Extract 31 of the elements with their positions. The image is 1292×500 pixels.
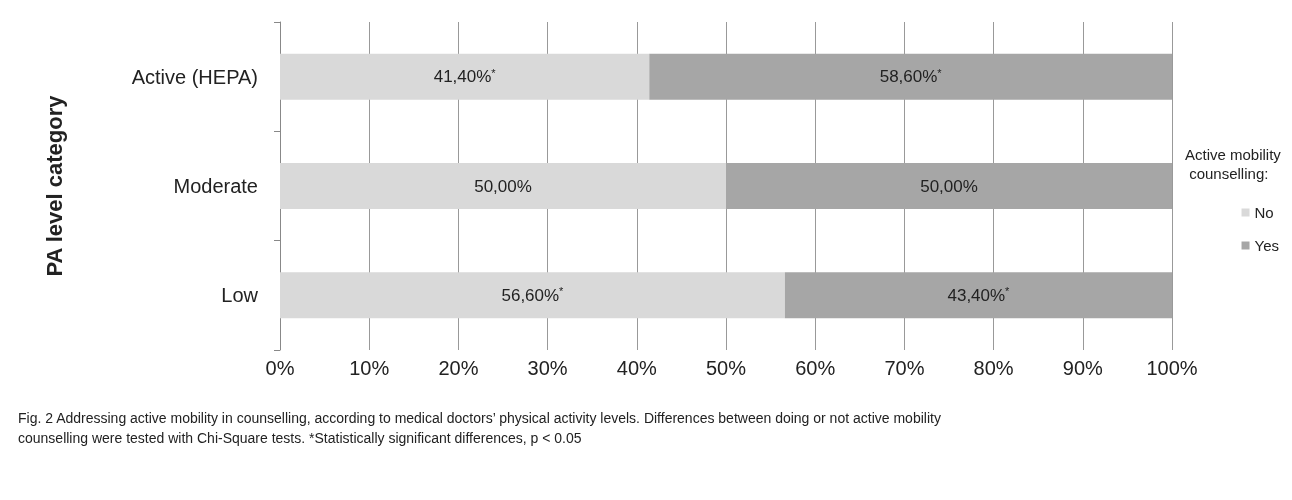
bar (280, 272, 785, 319)
x-tick-label: 40% (616, 357, 658, 379)
x-tick-label: 30% (527, 357, 568, 379)
y-tick-label: Active (HEPA) (131, 65, 258, 88)
caption: Fig. 2 Addressing active mobility in counselling, according to medical doctors’ physical activity levels. Differences between doing or not active mobility counselling were tested with Chi-Square tests. *Statistically significant differences, p < 0.05 (18, 410, 945, 446)
x-tick-label: 50% (705, 357, 747, 379)
y-tick-label: Moderate (173, 175, 258, 197)
x-tick-label: 80% (973, 357, 1014, 379)
data-label: 43,40%* (947, 285, 1011, 305)
bar (784, 272, 1172, 319)
x-tick-label: 20% (438, 357, 479, 379)
data-label: 50,00% (920, 176, 978, 196)
legend-label: Yes (1254, 237, 1280, 254)
data-label: 41,40%* (433, 66, 497, 87)
y-axis-title: PA level category (41, 94, 67, 277)
data-label: 58,60%* (879, 66, 943, 87)
bar (649, 53, 1172, 100)
bar (726, 163, 1172, 209)
x-tick-label: 90% (1062, 357, 1104, 379)
x-tick-label: 10% (349, 357, 390, 379)
legend-label: No (1254, 204, 1274, 221)
data-label: 50,00% (474, 176, 532, 196)
legend-title: Active mobility counselling: (1185, 146, 1282, 182)
x-tick-label: 60% (795, 357, 836, 379)
data-label: 56,60%* (501, 285, 565, 305)
bar (280, 53, 650, 100)
bar (280, 163, 726, 209)
y-tick-label: Low (221, 284, 259, 307)
x-tick-label: 70% (884, 357, 925, 379)
x-tick-label: 100% (1146, 357, 1198, 379)
x-tick-label: 0% (265, 357, 295, 379)
